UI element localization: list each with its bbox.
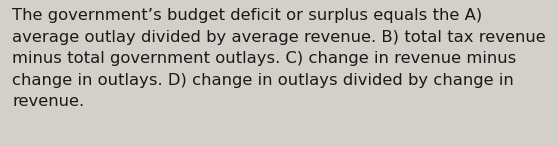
Text: The government’s budget deficit or surplus equals the A)
average outlay divided : The government’s budget deficit or surpl…	[12, 8, 546, 110]
